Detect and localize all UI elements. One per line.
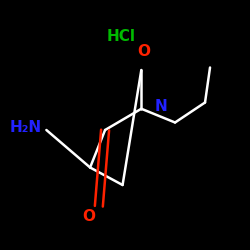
- Text: H₂N: H₂N: [9, 120, 42, 135]
- Text: HCl: HCl: [107, 29, 136, 44]
- Text: O: O: [137, 44, 150, 59]
- Text: O: O: [82, 209, 95, 224]
- Text: N: N: [155, 99, 168, 114]
